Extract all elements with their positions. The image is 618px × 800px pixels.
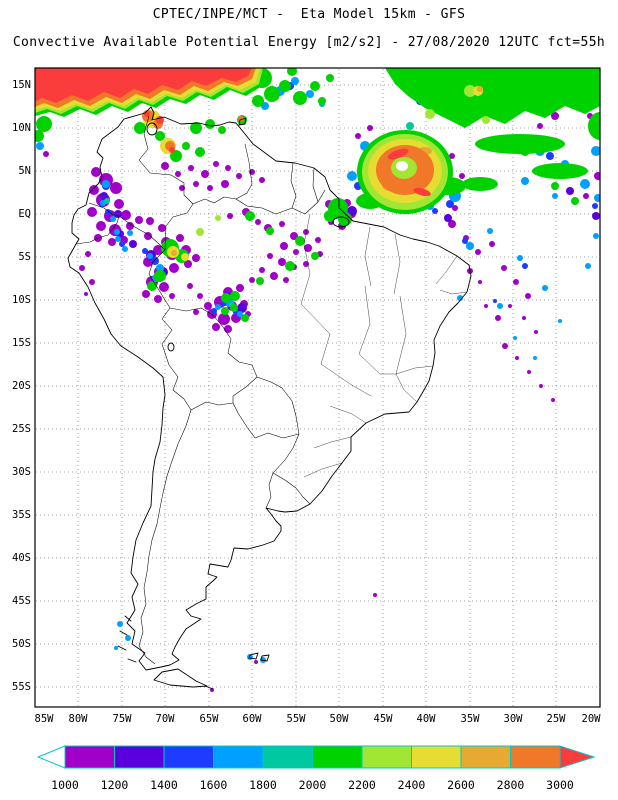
cape-level-3000-plus	[35, 68, 431, 197]
lat-label: 5S	[18, 251, 31, 263]
lat-label: 15S	[12, 337, 31, 349]
lon-label: 65W	[200, 713, 220, 725]
lon-label: 25W	[547, 713, 567, 725]
colorbar-tick-label: 2000	[299, 778, 327, 792]
colorbar-cell	[163, 745, 214, 769]
lon-label: 45W	[374, 713, 394, 725]
colorbar-tick-label: 1000	[51, 778, 79, 792]
lat-label: EQ	[18, 208, 31, 220]
colorbar-cell	[460, 745, 511, 769]
lat-label: 5N	[18, 165, 31, 177]
title-field-line: Convective Available Potential Energy [m…	[12, 35, 606, 50]
lat-label: 55S	[12, 681, 31, 693]
state-borders	[300, 213, 468, 478]
lat-label: 50S	[12, 638, 31, 650]
lat-label: 10N	[12, 122, 31, 134]
south-america-coastline	[67, 106, 472, 671]
map-lines	[67, 106, 472, 690]
colorbar-cell	[114, 745, 165, 769]
map-svg: 15N 10N 5N EQ 5S 10S 15S 20S 25S 30S 35S…	[12, 67, 602, 792]
trinidad-island	[238, 117, 247, 126]
lon-label: 75W	[113, 713, 133, 725]
colorbar-tick-label: 2400	[398, 778, 426, 792]
marajo-island	[332, 216, 350, 228]
cape-level-1600	[36, 72, 600, 663]
chilean-fjord-islets	[117, 615, 214, 690]
colorbar-tick-label: 2800	[497, 778, 525, 792]
lon-label: 20W	[582, 713, 602, 725]
lat-label: 20S	[12, 380, 31, 392]
colorbar-tick-label: 3000	[546, 778, 574, 792]
colorbar-under-arrow	[36, 745, 66, 769]
colorbar	[36, 745, 596, 769]
colorbar-cell	[64, 745, 115, 769]
lat-label: 40S	[12, 552, 31, 564]
colorbar-tick-label: 2600	[447, 778, 475, 792]
colorbar-cell	[262, 745, 313, 769]
colorbar-tick-label: 1200	[101, 778, 129, 792]
lat-label: 45S	[12, 595, 31, 607]
colorbar-tick-label: 1800	[249, 778, 277, 792]
cape-level-1000	[43, 112, 600, 692]
colorbar-tick-label: 1600	[200, 778, 228, 792]
cape-field	[35, 68, 600, 692]
lon-label: 55W	[287, 713, 307, 725]
lon-axis: 85W 80W 75W 70W 65W 60W 55W 50W 45W 40W …	[35, 713, 602, 725]
lon-label: 80W	[69, 713, 89, 725]
lon-label: 50W	[330, 713, 350, 725]
colorbar-over-arrow	[559, 745, 596, 769]
lat-label: 15N	[12, 79, 31, 91]
lon-label: 85W	[35, 713, 55, 725]
colorbar-tick-label: 2200	[348, 778, 376, 792]
cape-level-1800	[104, 87, 589, 308]
lon-label: 60W	[243, 713, 263, 725]
colorbar-cell	[361, 745, 412, 769]
lat-label: 30S	[12, 466, 31, 478]
lat-axis: 15N 10N 5N EQ 5S 10S 15S 20S 25S 30S 35S…	[12, 79, 31, 693]
cape-level-1200	[100, 81, 600, 313]
tierra-del-fuego-coastline	[153, 668, 208, 688]
lat-label: 25S	[12, 423, 31, 435]
map-frame	[34, 67, 601, 708]
lon-label: 35W	[461, 713, 481, 725]
lake-titicaca	[167, 342, 175, 352]
colorbar-cell	[411, 745, 462, 769]
cape-blob-core-min	[396, 161, 408, 171]
country-borders	[75, 115, 326, 665]
colorbar-cell	[213, 745, 264, 769]
colorbar-cell	[510, 745, 561, 769]
colorbar-tick-label: 1400	[150, 778, 178, 792]
lon-label: 30W	[504, 713, 524, 725]
lon-label: 40W	[417, 713, 437, 725]
lake-maracaibo	[146, 122, 158, 136]
graticule	[36, 69, 599, 706]
lat-label: 35S	[12, 509, 31, 521]
colorbar-cell	[312, 745, 363, 769]
falkland-islands	[248, 652, 270, 662]
lon-label: 70W	[156, 713, 176, 725]
lat-label: 10S	[12, 294, 31, 306]
colorbar-ticks: 1000 1200 1400 1600 1800 2000 2200 2400 …	[51, 778, 574, 792]
title-model-line: CPTEC/INPE/MCT - Eta Model 15km - GFS	[152, 7, 466, 22]
